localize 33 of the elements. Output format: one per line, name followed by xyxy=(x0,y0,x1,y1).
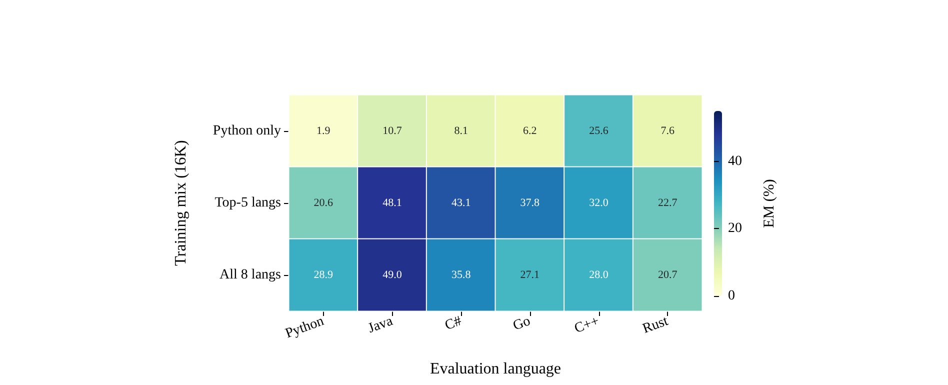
x-tick-label: Python xyxy=(284,314,326,342)
color-bar-title: EM (%) xyxy=(762,179,778,228)
data-label: 43.1 xyxy=(451,197,471,209)
data-label: 37.8 xyxy=(520,197,540,209)
data-label: 7.6 xyxy=(660,125,675,137)
color-bar-label: 20 xyxy=(728,221,742,236)
data-label: 35.8 xyxy=(451,269,472,281)
color-bar-label: 0 xyxy=(728,288,735,304)
data-label: 28.9 xyxy=(314,269,334,281)
y-tick-label: Python only xyxy=(212,124,281,138)
data-label: 1.9 xyxy=(316,125,331,137)
x-tick-label: C++ xyxy=(572,314,602,337)
y-tick-label: All 8 langs xyxy=(220,268,281,282)
data-label: 49.0 xyxy=(382,269,402,281)
x-tick-label: Go xyxy=(511,314,532,334)
data-label: 22.7 xyxy=(658,197,678,209)
data-label: 20.7 xyxy=(658,269,678,281)
x-tick-label: Rust xyxy=(640,314,670,337)
data-label: 27.1 xyxy=(520,269,540,281)
data-label: 20.6 xyxy=(314,197,334,209)
data-label: 25.6 xyxy=(589,125,609,137)
y-tick-label: Top-5 langs xyxy=(214,196,281,210)
data-label: 8.1 xyxy=(454,125,468,137)
x-tick-label: Java xyxy=(366,314,396,337)
data-label: 28.0 xyxy=(589,269,609,281)
x-tick-label: C# xyxy=(443,314,464,334)
x-axis-title: Evaluation language xyxy=(430,360,562,378)
color-bar-label: 40 xyxy=(728,154,742,169)
data-label: 32.0 xyxy=(589,197,609,209)
data-label: 6.2 xyxy=(523,125,537,137)
y-axis-title: Training mix (16K) xyxy=(172,140,190,266)
data-label: 10.7 xyxy=(382,125,402,137)
data-label: 48.1 xyxy=(382,197,402,209)
